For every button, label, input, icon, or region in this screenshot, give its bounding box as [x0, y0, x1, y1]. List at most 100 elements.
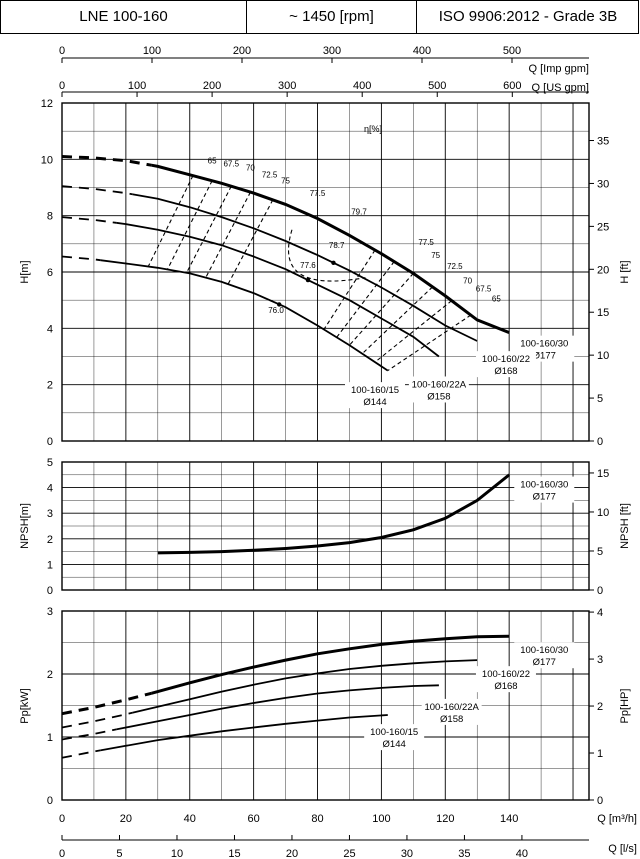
head-curve-label: 100-160/22A: [412, 379, 467, 390]
efficiency-label: 72.5: [447, 262, 463, 271]
efficiency-label: 79.7: [351, 207, 367, 216]
npsh-ft-tick-label: 5: [597, 546, 603, 558]
q-ls-tick-label: 30: [401, 848, 413, 859]
curve-label-bg: [514, 476, 575, 503]
us-gpm-tick-label: 400: [353, 80, 371, 92]
head-curve-100-160-30-extrapolated: [61, 155, 152, 167]
head-curve-100-160-15: [100, 259, 389, 372]
power-kw-axis-label: Pp[kW]: [19, 688, 31, 723]
head-curve-diameter: Ø144: [363, 397, 386, 408]
speed-label: ~ 1450 [rpm]: [247, 1, 417, 33]
power-curve-label: 100-160/30: [520, 645, 568, 656]
head-curve-diameter: Ø158: [427, 391, 450, 402]
q-m3h-tick-label: 120: [436, 813, 454, 825]
head-curve-100-160-22A-extrapolated: [61, 216, 117, 224]
efficiency-label: 65: [492, 295, 501, 304]
curve-label-bg: [364, 724, 425, 751]
efficiency-label: 78.7: [329, 241, 345, 250]
imp-gpm-tick-label: 300: [323, 45, 341, 57]
efficiency-label: 77.6: [300, 261, 316, 270]
power-hp-tick-label: 4: [597, 607, 603, 619]
power-curve-label: 100-160/22A: [424, 702, 479, 713]
npsh-m-axis-label: NPSH[m]: [19, 503, 31, 549]
bep-marker: [276, 302, 282, 307]
iso-efficiency-line: [336, 261, 395, 338]
head-m-tick-label: 8: [47, 211, 53, 223]
power-curve-100-160-15: [100, 714, 388, 752]
plot-frame: [61, 461, 590, 591]
us-gpm-tick-label: 200: [203, 80, 221, 92]
q-m3h-tick-label: 140: [500, 813, 518, 825]
efficiency-label: 75: [281, 176, 290, 185]
head-ft-tick-label: 0: [597, 436, 603, 448]
us-gpm-tick-label: 0: [59, 80, 65, 92]
npsh-m-tick-label: 5: [47, 457, 53, 469]
q-m3h-axis-label: Q [m³/h]: [597, 813, 637, 825]
power-curve-100-160-30: [151, 634, 510, 695]
head-curve-diameter: Ø177: [533, 351, 556, 362]
q-m3h-tick-label: 80: [311, 813, 323, 825]
head-curve-100-160-22: [132, 193, 478, 342]
power-curve-diameter: Ø158: [440, 714, 463, 725]
npsh-curve-label: 100-160/30: [520, 480, 568, 491]
head-ft-tick-label: 10: [597, 350, 609, 362]
curve-label-bg: [514, 642, 575, 669]
efficiency-label: 70: [463, 276, 472, 285]
head-curve-100-160-30: [151, 163, 510, 334]
head-curve-100-160-15-extrapolated: [61, 255, 101, 262]
power-curve-100-160-22A: [116, 684, 439, 731]
pump-model-label: LNE 100-160: [1, 1, 247, 33]
q-ls-tick-label: 15: [228, 848, 240, 859]
power-curve-diameter: Ø144: [383, 739, 406, 750]
imp-gpm-tick-label: 400: [413, 45, 431, 57]
curve-label-bg: [345, 382, 406, 409]
efficiency-label: 72.5: [262, 171, 278, 180]
power-hp-tick-label: 0: [597, 795, 603, 807]
q-ls-tick-label: 35: [458, 848, 470, 859]
iso-efficiency-line: [349, 273, 414, 346]
plot-frame: [61, 102, 590, 442]
power-curve-100-160-22: [132, 659, 478, 714]
power-hp-axis-label: Pp[HP]: [619, 689, 631, 724]
us-gpm-tick-label: 100: [128, 80, 146, 92]
head-ft-tick-label: 25: [597, 221, 609, 233]
efficiency-label: 70: [246, 164, 255, 173]
q-ls-tick-label: 20: [286, 848, 298, 859]
power-curve-diameter: Ø168: [494, 681, 517, 692]
head-curve-label: 100-160/22: [482, 354, 530, 365]
curve-label-bg: [475, 351, 536, 378]
npsh-m-tick-label: 2: [47, 534, 53, 546]
power-kw-tick-label: 1: [47, 732, 53, 744]
head-ft-tick-label: 20: [597, 264, 609, 276]
head-curve-diameter: Ø168: [494, 366, 517, 377]
imp-gpm-tick-label: 100: [143, 45, 161, 57]
npsh-ft-tick-label: 10: [597, 507, 609, 519]
head-m-tick-label: 2: [47, 380, 53, 392]
curve-label-bg: [421, 698, 482, 725]
power-hp-tick-label: 3: [597, 654, 603, 666]
q-m3h-tick-label: 20: [120, 813, 132, 825]
power-curve-label: 100-160/22: [482, 669, 530, 680]
us-gpm-axis-label: Q [US gpm]: [532, 82, 589, 94]
npsh-m-tick-label: 3: [47, 508, 53, 520]
power-curve-diameter: Ø177: [533, 657, 556, 668]
efficiency-label: 67.5: [223, 159, 239, 168]
iso-efficiency-line: [323, 249, 376, 330]
imp-gpm-axis-label: Q [Imp gpm]: [528, 63, 589, 75]
iso-efficiency-line: [374, 300, 453, 363]
efficiency-label: 76.0: [268, 306, 284, 315]
power-hp-tick-label: 1: [597, 748, 603, 760]
curve-label-bg: [475, 666, 536, 693]
q-ls-axis-label: Q [l/s]: [608, 843, 637, 855]
head-m-tick-label: 6: [47, 267, 53, 279]
efficiency-label: 65: [208, 157, 217, 166]
head-ft-tick-label: 15: [597, 307, 609, 319]
efficiency-label: 67.5: [476, 285, 492, 294]
iso-efficiency-line: [205, 191, 251, 278]
iso-efficiency-line: [147, 175, 194, 267]
power-curve-100-160-22A-extrapolated: [61, 728, 117, 741]
iso-efficiency-line: [227, 199, 274, 285]
standard-label: ISO 9906:2012 - Grade 3B: [438, 8, 618, 25]
efficiency-label: 77.5: [310, 189, 326, 198]
imp-gpm-tick-label: 0: [59, 45, 65, 57]
